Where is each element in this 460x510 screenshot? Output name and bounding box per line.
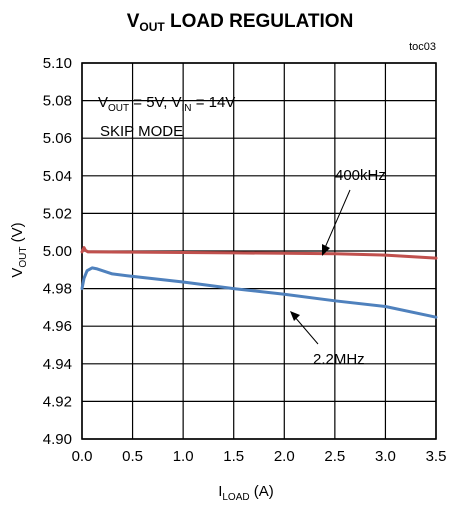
chart-title: VOUT LOAD REGULATION (127, 11, 354, 34)
arrow-2-2mhz-line (293, 315, 319, 345)
annotation-mode: SKIP MODE (100, 123, 183, 140)
x-axis-label: ILOAD (A) (218, 483, 274, 503)
x-tick-label: 2.0 (274, 448, 295, 465)
grid-lines (81, 62, 437, 440)
arrow-2-2mhz-head (290, 311, 300, 321)
y-tick-label: 5.10 (43, 55, 72, 72)
series-label-2-2mhz: 2.2MHz (313, 351, 365, 368)
y-tick-label: 4.96 (43, 318, 72, 335)
figure-tag: toc03 (409, 41, 436, 53)
y-tick-label: 5.00 (43, 243, 72, 260)
annotation-conditions: VOUT = 5V, VIN = 14V (98, 94, 235, 114)
x-tick-label: 2.5 (324, 448, 345, 465)
y-tick-label: 5.06 (43, 130, 72, 147)
series-group (80, 246, 438, 319)
x-tick-label: 0.0 (72, 448, 93, 465)
x-tick-labels: 0.0 0.5 1.0 1.5 2.0 2.5 3.0 3.5 (72, 448, 447, 465)
y-tick-label: 4.90 (43, 431, 72, 448)
series-line-2-2mhz (80, 266, 438, 319)
y-tick-label: 4.98 (43, 281, 72, 298)
series-label-400khz: 400kHz (335, 167, 386, 184)
y-tick-label: 4.94 (43, 356, 72, 373)
y-tick-labels: 5.10 5.08 5.06 5.04 5.02 5.00 4.98 4.96 4.94 4.92… (43, 55, 72, 448)
x-tick-label: 1.0 (173, 448, 194, 465)
x-tick-label: 1.5 (223, 448, 244, 465)
arrow-400khz-line (323, 189, 351, 251)
y-tick-label: 5.08 (43, 93, 72, 110)
y-tick-label: 5.04 (43, 168, 72, 185)
y-tick-label: 5.02 (43, 205, 72, 222)
y-tick-label: 4.92 (43, 393, 72, 410)
x-tick-label: 0.5 (122, 448, 143, 465)
x-tick-label: 3.0 (375, 448, 396, 465)
series-line-400khz (80, 246, 438, 260)
y-axis-label: VOUT (V) (9, 222, 29, 277)
arrow-400khz-head (322, 244, 330, 256)
x-tick-label: 3.5 (426, 448, 447, 465)
